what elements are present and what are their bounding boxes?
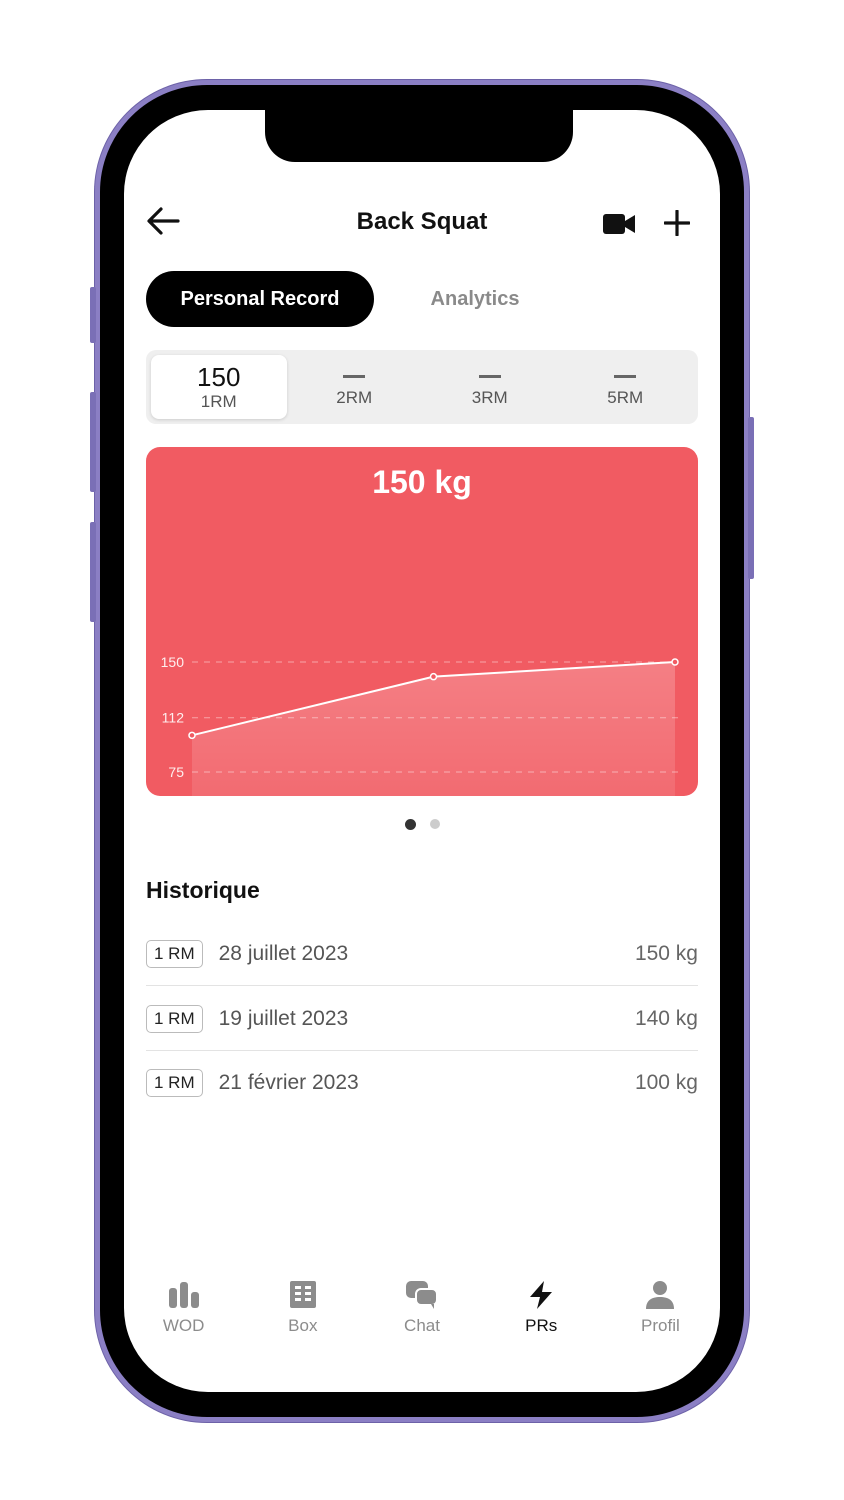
history-date: 19 juillet 2023 — [218, 1006, 349, 1030]
tab-chat[interactable]: Chat — [362, 1280, 481, 1336]
rm-label: 2RM — [336, 387, 373, 407]
chart-title: 150 kg — [372, 464, 472, 500]
lightning-icon — [530, 1281, 553, 1309]
y-tick-label: 75 — [168, 764, 184, 780]
tab-label: PRs — [525, 1316, 558, 1335]
tab-label: Box — [288, 1316, 318, 1335]
tab-personal-record[interactable]: Personal Record — [146, 271, 374, 327]
rm-label: 5RM — [607, 387, 644, 407]
rm-empty-dash — [614, 374, 637, 378]
video-icon[interactable] — [602, 212, 636, 236]
rm-badge: 1 RM — [146, 1069, 203, 1097]
phone-button — [748, 417, 754, 579]
chart-card[interactable]: 150 kg 03875112150 — [146, 447, 698, 890]
page-dot[interactable] — [429, 819, 440, 829]
rm-label: 3RM — [471, 387, 508, 407]
history-weight: 150 kg — [634, 941, 698, 965]
tab-label: Profil — [641, 1316, 680, 1335]
data-point[interactable] — [429, 672, 438, 681]
area-fill — [192, 662, 675, 882]
screen: Back Squat Personal Record Analytics 150… — [124, 110, 720, 1392]
rm-option-2rm[interactable]: 2RM — [287, 355, 423, 419]
history-date: 21 février 2023 — [218, 1071, 359, 1094]
history-date: 28 juillet 2023 — [218, 941, 349, 965]
tab-wod[interactable]: WOD — [124, 1280, 243, 1336]
rm-selector: 150 1RM 2RM 3RM 5RM — [146, 350, 698, 424]
rm-empty-dash — [478, 374, 501, 378]
phone-button — [90, 287, 96, 343]
y-tick-label: 150 — [161, 654, 185, 670]
page-dot-active[interactable] — [404, 819, 416, 830]
y-tick-label: 112 — [162, 710, 185, 726]
tab-prs[interactable]: PRs — [482, 1280, 601, 1336]
history-row[interactable]: 1 RM 21 février 2023 100 kg — [146, 1051, 698, 1115]
rm-option-5rm[interactable]: 5RM — [558, 355, 694, 419]
rm-option-3rm[interactable]: 3RM — [422, 355, 558, 419]
chat-bubbles-icon — [406, 1281, 438, 1309]
rm-badge: 1 RM — [146, 1004, 203, 1033]
page-title: Back Squat — [356, 208, 488, 235]
history-row[interactable]: 1 RM 28 juillet 2023 150 kg — [146, 922, 698, 986]
arrow-left-icon[interactable] — [146, 206, 180, 236]
rm-label: 1RM — [200, 392, 237, 411]
data-point[interactable] — [671, 658, 679, 666]
notch — [265, 110, 573, 162]
phone-button — [90, 522, 96, 622]
person-icon — [646, 1281, 675, 1309]
history-weight: 100 kg — [634, 1071, 698, 1094]
tab-bar: WOD Box Chat PRs Profil — [124, 1280, 720, 1336]
tab-label: WOD — [162, 1316, 205, 1335]
tab-label: Chat — [404, 1316, 440, 1335]
phone-button — [90, 392, 96, 492]
building-icon — [289, 1281, 316, 1308]
pr-chart: 150 kg 03875112150 — [161, 464, 680, 890]
rm-option-1rm[interactable]: 150 1RM — [151, 355, 287, 419]
history-weight: 140 kg — [634, 1006, 698, 1030]
data-point[interactable] — [188, 731, 196, 740]
tab-analytics[interactable]: Analytics — [430, 287, 520, 310]
rm-badge: 1 RM — [146, 939, 203, 968]
history-title: Historique — [146, 877, 260, 903]
bar-chart-icon — [168, 1282, 199, 1308]
tab-profil[interactable]: Profil — [601, 1280, 720, 1336]
history-row[interactable]: 1 RM 19 juillet 2023 140 kg — [146, 987, 698, 1051]
plus-icon[interactable] — [664, 210, 690, 236]
page-indicator — [124, 819, 720, 830]
tab-box[interactable]: Box — [243, 1280, 362, 1336]
rm-empty-dash — [343, 374, 366, 378]
rm-value: 150 — [197, 362, 241, 392]
